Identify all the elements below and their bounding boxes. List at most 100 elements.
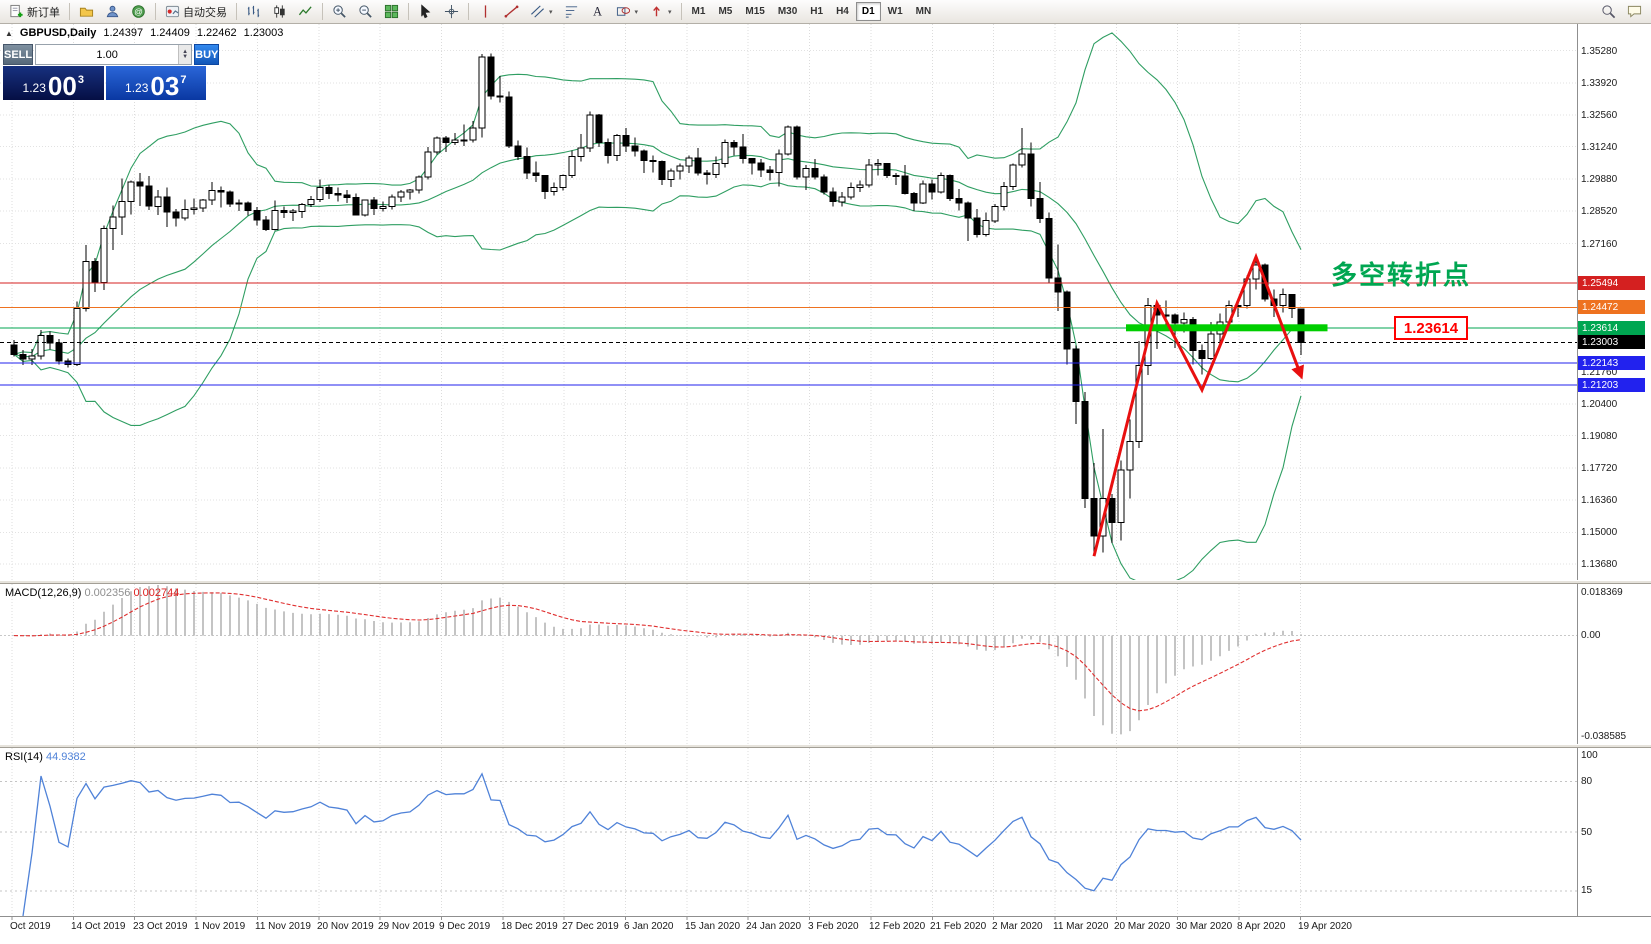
macd-axis-bottom: -0.038585 bbox=[1581, 731, 1627, 742]
time-label: 8 Apr 2020 bbox=[1237, 921, 1286, 932]
price-level-tag: 1.25494 bbox=[1578, 276, 1645, 290]
price-level-callout: 1.23614 bbox=[1394, 316, 1468, 340]
timeframe-m15-button[interactable]: M15 bbox=[745, 6, 765, 17]
panel-splitter[interactable] bbox=[0, 580, 1651, 584]
panel-splitter[interactable] bbox=[0, 744, 1651, 748]
search-icon bbox=[1602, 5, 1616, 19]
zoom-out-icon bbox=[359, 5, 372, 18]
ohlc-close: 1.23003 bbox=[243, 27, 284, 39]
svg-text:@: @ bbox=[134, 7, 143, 17]
zoom-in-button[interactable] bbox=[327, 2, 352, 22]
candle-wicks bbox=[13, 53, 1302, 554]
timeframe-m5-button[interactable]: M5 bbox=[718, 6, 733, 17]
candlestick-chart-button[interactable] bbox=[267, 2, 292, 22]
time-label: 23 Oct 2019 bbox=[133, 921, 188, 932]
toolbar-separator bbox=[155, 3, 156, 20]
zoom-out-button[interactable] bbox=[353, 2, 378, 22]
new-order-button[interactable]: 新订单 bbox=[4, 2, 65, 22]
price-level-tag: 1.24472 bbox=[1578, 300, 1645, 314]
shapes-icon bbox=[616, 7, 630, 16]
rsi-axis-50: 50 bbox=[1581, 827, 1593, 838]
time-label: 18 Dec 2019 bbox=[501, 921, 558, 932]
cursor-button[interactable] bbox=[413, 2, 438, 22]
price-tick-label: 1.31240 bbox=[1581, 142, 1618, 153]
bollinger-band bbox=[13, 142, 1302, 383]
zoom-in-icon bbox=[333, 5, 346, 18]
time-label: 29 Nov 2019 bbox=[378, 921, 435, 932]
bar-chart-button[interactable] bbox=[241, 2, 266, 22]
volume-down-button[interactable]: ▼ bbox=[182, 53, 189, 60]
rsi-label: RSI(14) 44.9382 bbox=[5, 751, 86, 763]
levels-layer bbox=[0, 282, 1577, 386]
rsi-axis-80: 80 bbox=[1581, 776, 1593, 787]
time-label: 21 Feb 2020 bbox=[930, 921, 987, 932]
vertical-line-icon bbox=[484, 5, 487, 18]
sell-button[interactable]: SELL bbox=[3, 44, 34, 65]
cursor-icon bbox=[421, 4, 431, 19]
svg-text:A: A bbox=[593, 5, 602, 19]
fibonacci-icon bbox=[565, 6, 577, 18]
auto-trading-label: 自动交易 bbox=[183, 6, 227, 19]
channel-tool-button[interactable]: ▾ bbox=[525, 2, 558, 22]
accounts-button[interactable] bbox=[100, 2, 125, 22]
time-label: 15 Jan 2020 bbox=[685, 921, 741, 932]
time-label: 20 Nov 2019 bbox=[317, 921, 374, 932]
crosshair-button[interactable] bbox=[439, 2, 464, 22]
timeframe-h4-button[interactable]: H4 bbox=[836, 6, 849, 17]
help-button[interactable]: @ bbox=[126, 2, 151, 22]
auto-trading-button[interactable]: 自动交易 bbox=[160, 2, 232, 22]
timeframe-m1-button[interactable]: M1 bbox=[691, 6, 706, 17]
timeframe-mn-button[interactable]: MN bbox=[915, 6, 932, 17]
channel-icon bbox=[531, 5, 544, 18]
buy-price-panel[interactable]: 1.23 03 7 bbox=[105, 66, 206, 100]
sell-price-panel[interactable]: 1.23 00 3 bbox=[3, 66, 104, 100]
trendline-tool-button[interactable] bbox=[499, 2, 524, 22]
macd-main-value: 0.002356 bbox=[84, 587, 131, 599]
time-label: 3 Feb 2020 bbox=[808, 921, 859, 932]
buy-button[interactable]: BUY bbox=[194, 44, 220, 65]
bear-candles bbox=[10, 56, 1305, 537]
line-chart-icon bbox=[298, 6, 312, 16]
tile-windows-icon bbox=[384, 4, 399, 19]
macd-layer bbox=[13, 585, 1302, 735]
search-button[interactable] bbox=[1596, 2, 1621, 22]
ohlc-high: 1.24409 bbox=[150, 27, 190, 39]
feedback-button[interactable] bbox=[1622, 2, 1647, 22]
tile-windows-button[interactable] bbox=[379, 2, 404, 22]
new-order-label: 新订单 bbox=[27, 6, 60, 19]
macd-axis-top: 0.018369 bbox=[1581, 587, 1623, 598]
bull-candles bbox=[28, 56, 1287, 537]
rsi-value: 44.9382 bbox=[45, 751, 86, 763]
timeframe-d1-button[interactable]: D1 bbox=[855, 2, 881, 21]
profiles-button[interactable] bbox=[74, 2, 99, 22]
timeframe-m30-button[interactable]: M30 bbox=[777, 6, 798, 17]
rsi-name: RSI(14) bbox=[5, 751, 43, 763]
toolbar-separator bbox=[408, 3, 409, 20]
price-tick-label: 1.33920 bbox=[1581, 78, 1618, 89]
timeframe-h1-button[interactable]: H1 bbox=[810, 6, 824, 17]
fibonacci-tool-button[interactable] bbox=[559, 2, 584, 22]
timeframe-w1-button[interactable]: W1 bbox=[887, 6, 903, 17]
vertical-line-tool-button[interactable] bbox=[473, 2, 498, 22]
line-chart-button[interactable] bbox=[293, 2, 318, 22]
price-level-tag: 1.23614 bbox=[1578, 321, 1645, 335]
toolbar-separator bbox=[468, 3, 469, 20]
price-tick-label: 1.15000 bbox=[1581, 527, 1618, 538]
volume-spinner: ▲ ▼ bbox=[178, 45, 192, 64]
arrows-icon bbox=[653, 6, 660, 17]
time-label: 27 Dec 2019 bbox=[562, 921, 619, 932]
toolbar-separator bbox=[322, 3, 323, 20]
shapes-tool-button[interactable]: ▾ bbox=[611, 2, 644, 22]
price-tick-label: 1.21760 bbox=[1581, 367, 1618, 378]
sell-price-sup: 3 bbox=[77, 74, 84, 86]
toolbar-separator bbox=[236, 3, 237, 20]
volume-input[interactable] bbox=[36, 45, 179, 64]
rsi-axis-15: 15 bbox=[1581, 885, 1593, 896]
text-tool-button[interactable]: A bbox=[585, 2, 610, 22]
one-click-toggle-icon[interactable]: ▲ bbox=[5, 28, 13, 38]
arrows-tool-button[interactable]: ▾ bbox=[644, 2, 677, 22]
candlestick-chart-icon bbox=[274, 5, 285, 18]
volume-up-button[interactable]: ▲ bbox=[182, 48, 189, 55]
